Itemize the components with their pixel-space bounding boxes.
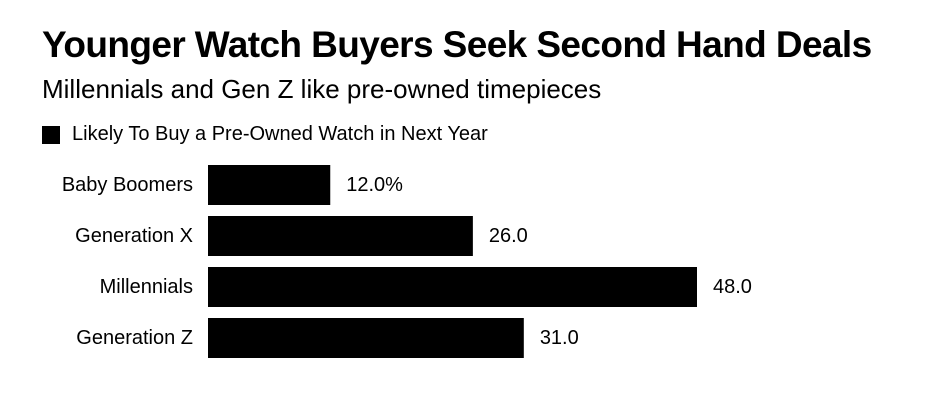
value-label: 48.0	[713, 276, 752, 298]
value-label: 12.0%	[346, 174, 403, 196]
legend-label: Likely To Buy a Pre-Owned Watch in Next …	[72, 123, 488, 145]
chart-title: Younger Watch Buyers Seek Second Hand De…	[42, 24, 872, 65]
bar	[208, 318, 524, 358]
legend: Likely To Buy a Pre-Owned Watch in Next …	[42, 123, 488, 146]
category-label: Millennials	[100, 276, 193, 298]
category-label: Baby Boomers	[62, 174, 193, 196]
category-label: Generation Z	[76, 327, 193, 349]
bar	[208, 267, 697, 307]
bar-chart: Baby Boomers 12.0% Generation X 26.0 Millenn…	[62, 165, 752, 358]
category-label: Generation X	[75, 225, 193, 247]
value-label: 31.0	[540, 327, 579, 349]
bar	[208, 165, 331, 205]
bar	[208, 216, 473, 256]
value-label: 26.0	[489, 225, 528, 247]
legend-swatch	[42, 125, 60, 144]
chart-subtitle: Millennials and Gen Z like pre-owned tim…	[42, 74, 602, 104]
